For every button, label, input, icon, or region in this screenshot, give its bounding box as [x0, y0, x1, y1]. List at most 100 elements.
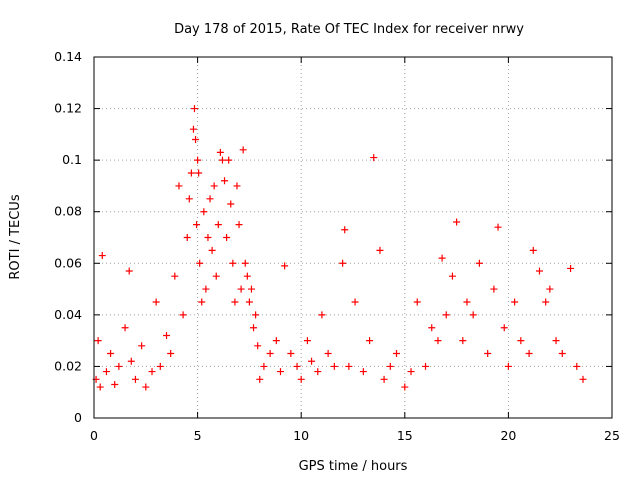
data-point: [517, 337, 525, 345]
data-point: [229, 259, 237, 267]
grid-lines: [94, 57, 612, 418]
data-point: [195, 169, 203, 177]
data-point: [281, 262, 289, 270]
data-point: [187, 169, 195, 177]
data-point: [185, 195, 193, 203]
data-point: [98, 252, 106, 260]
data-point: [490, 285, 498, 293]
data-point: [380, 375, 388, 383]
data-point: [525, 350, 533, 358]
data-point: [208, 246, 216, 254]
data-point: [235, 221, 243, 229]
x-tick-label: 15: [397, 428, 413, 443]
data-point: [272, 337, 280, 345]
data-point: [494, 223, 502, 231]
data-point: [438, 254, 446, 262]
axis-ticks: [93, 56, 613, 419]
y-tick-label: 0.12: [54, 101, 82, 116]
data-point: [529, 246, 537, 254]
data-point: [579, 375, 587, 383]
y-tick-label: 0.02: [54, 358, 82, 373]
data-point: [237, 285, 245, 293]
data-point: [448, 272, 456, 280]
x-tick-labels: 0 5 10 15 20 25: [90, 428, 620, 443]
data-point: [511, 298, 519, 306]
data-point: [366, 337, 374, 345]
data-point: [422, 362, 430, 370]
data-point: [413, 298, 421, 306]
y-tick-label: 0.06: [54, 255, 82, 270]
data-point: [339, 259, 347, 267]
data-point: [214, 221, 222, 229]
data-point: [330, 362, 338, 370]
data-point: [459, 337, 467, 345]
data-point: [216, 148, 224, 156]
data-point: [175, 182, 183, 190]
data-point: [196, 259, 204, 267]
x-axis-title: GPS time / hours: [299, 459, 408, 474]
data-point: [469, 311, 477, 319]
x-tick-label: 20: [500, 428, 516, 443]
data-point: [293, 362, 301, 370]
data-point: [233, 182, 241, 190]
data-point: [239, 146, 247, 154]
data-point: [189, 125, 197, 133]
data-point: [345, 362, 353, 370]
data-point: [341, 226, 349, 234]
data-point: [225, 156, 233, 164]
data-point: [393, 350, 401, 358]
data-point: [192, 136, 200, 144]
data-point: [198, 298, 206, 306]
data-point: [500, 324, 508, 332]
data-point: [401, 383, 409, 391]
data-point: [475, 259, 483, 267]
data-point: [484, 350, 492, 358]
data-point: [314, 368, 322, 376]
y-tick-label: 0.04: [54, 307, 82, 322]
data-point: [254, 342, 262, 350]
data-point: [252, 311, 260, 319]
y-tick-labels: 0 0.02 0.04 0.06 0.08 0.1 0.12 0.14: [54, 49, 82, 425]
data-point: [297, 375, 305, 383]
data-point: [260, 362, 268, 370]
data-point: [324, 350, 332, 358]
data-point: [241, 259, 249, 267]
data-point: [148, 368, 156, 376]
data-point: [359, 368, 367, 376]
data-point: [163, 331, 171, 339]
data-point: [567, 264, 575, 272]
data-point: [179, 311, 187, 319]
data-point: [107, 350, 115, 358]
data-point: [558, 350, 566, 358]
data-point: [504, 362, 512, 370]
data-point: [386, 362, 394, 370]
data-point: [245, 298, 253, 306]
data-point: [250, 324, 258, 332]
y-tick-label: 0.14: [54, 49, 82, 64]
data-point: [167, 350, 175, 358]
data-point: [131, 375, 139, 383]
data-point: [125, 267, 133, 275]
data-point: [552, 337, 560, 345]
data-point: [243, 272, 251, 280]
plot-frame: [93, 56, 613, 419]
data-point: [96, 383, 104, 391]
data-point: [573, 362, 581, 370]
chart-title: Day 178 of 2015, Rate Of TEC Index for r…: [174, 22, 524, 37]
data-point: [407, 368, 415, 376]
data-point: [463, 298, 471, 306]
data-point: [453, 218, 461, 226]
data-point: [287, 350, 295, 358]
y-tick-label: 0.1: [62, 152, 82, 167]
data-point: [434, 337, 442, 345]
data-point: [221, 177, 229, 185]
data-point: [247, 285, 255, 293]
data-point: [442, 311, 450, 319]
x-tick-label: 25: [604, 428, 620, 443]
data-point: [266, 350, 274, 358]
data-point: [212, 272, 220, 280]
data-point: [370, 154, 378, 162]
data-point: [223, 234, 231, 241]
data-point: [351, 298, 359, 306]
